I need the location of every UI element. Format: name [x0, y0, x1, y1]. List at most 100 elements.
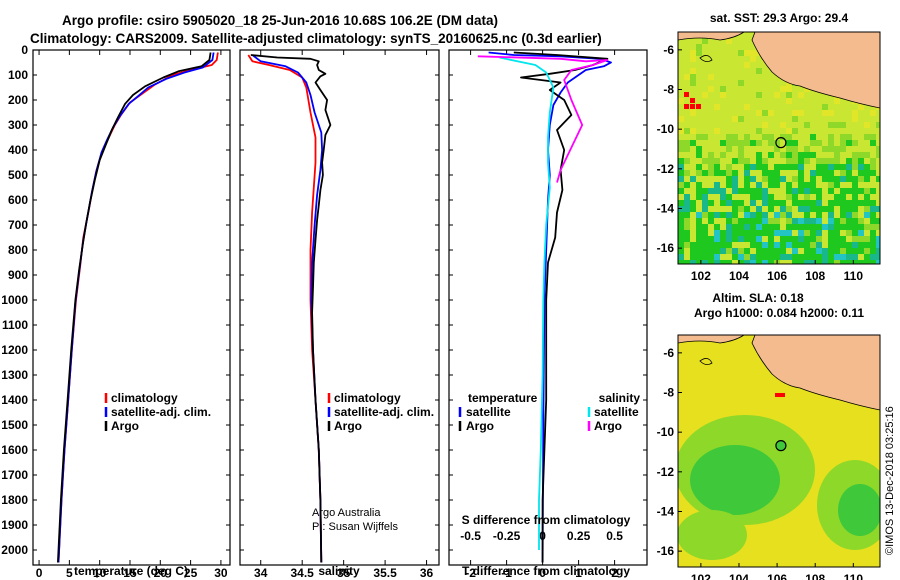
difference-legend-label: Argo: [466, 419, 494, 433]
sst-map-cell: [834, 224, 840, 230]
sst-map-cell: [750, 242, 756, 248]
sst-map-cell: [792, 146, 798, 152]
sst-map-cell: [696, 182, 702, 188]
sst-map-cell: [864, 260, 870, 264]
sst-map-cell: [750, 56, 756, 62]
sst-map-cell: [732, 218, 738, 224]
sst-map-cell: [858, 104, 864, 110]
sst-map-cell: [834, 254, 840, 260]
sst-map-cell: [690, 74, 696, 80]
sst-map-cell: [744, 230, 750, 236]
sst-map-cell: [684, 158, 690, 164]
sst-map-cell: [864, 242, 870, 248]
sst-map-cell: [756, 254, 762, 260]
depth-tick-label: 800: [8, 243, 28, 257]
sst-map-cell: [678, 182, 684, 188]
sst-map-cell: [684, 194, 690, 200]
sst-map-cell: [798, 206, 804, 212]
sst-map-cell: [696, 152, 702, 158]
sst-map-cell: [834, 230, 840, 236]
sst-map-cell: [876, 224, 880, 230]
sst-map-cell: [714, 224, 720, 230]
sst-map-cell: [756, 164, 762, 170]
sst-map-cell: [684, 206, 690, 212]
sst-map-cell: [786, 86, 792, 92]
sst-map-cell: [774, 200, 780, 206]
sst-map-cell: [870, 224, 876, 230]
difference-legend: temperature salinitysatelliteArgosatellit…: [458, 391, 641, 433]
sst-map-cell: [732, 158, 738, 164]
salinity-xtick-label: 36: [420, 566, 434, 580]
sst-map-cell: [678, 98, 684, 104]
sst-map-red-cell: [684, 92, 689, 97]
temperature-xtick-label: 10: [93, 566, 107, 580]
sst-map-cell: [714, 254, 720, 260]
sst-map-cell: [738, 200, 744, 206]
sst-map-cell: [786, 194, 792, 200]
sst-map-cell: [690, 110, 696, 116]
sst-map-frame: [677, 31, 881, 265]
difference-legend-title-right: salinity: [599, 391, 641, 405]
sst-map-cell: [714, 170, 720, 176]
sst-map-cell: [840, 170, 846, 176]
sst-map-cell: [678, 260, 684, 264]
sst-map-cell: [696, 146, 702, 152]
sst-map-cell: [774, 92, 780, 98]
sst-map-cell: [726, 218, 732, 224]
depth-tick-label: 1800: [1, 493, 28, 507]
sst-map-cell: [870, 110, 876, 116]
sst-map-cell: [696, 134, 702, 140]
sst-map-cell: [810, 176, 816, 182]
sst-map-cell: [714, 182, 720, 188]
sst-map-cell: [870, 188, 876, 194]
sla-map-xtick-label: 110: [844, 572, 864, 580]
sst-map-cell: [714, 242, 720, 248]
sst-map-cell: [702, 212, 708, 218]
salinity-series-line: [250, 54, 332, 563]
sst-map-cell: [786, 182, 792, 188]
sst-map-cell: [822, 248, 828, 254]
sst-map-cell: [852, 158, 858, 164]
sst-map-cell: [732, 212, 738, 218]
sst-map-cell: [798, 230, 804, 236]
sst-map-cell: [744, 248, 750, 254]
header-line2: Climatology: CARS2009. Satellite-adjuste…: [30, 31, 602, 46]
temperature-xtick-label: 5: [66, 566, 73, 580]
sst-map-cell: [708, 86, 714, 92]
sst-map-cell: [714, 248, 720, 254]
temperature-legend-label: satellite-adj. clim.: [111, 405, 211, 419]
sst-map-cell: [786, 224, 792, 230]
sst-map-cell: [750, 200, 756, 206]
sst-map-cell: [756, 194, 762, 200]
sst-map-cell: [762, 110, 768, 116]
sst-map-cell: [720, 230, 726, 236]
sst-map-cell: [690, 260, 696, 264]
sst-map-cell: [852, 206, 858, 212]
sst-map-cell: [738, 248, 744, 254]
sst-map-cell: [822, 110, 828, 116]
sst-map-cell: [738, 254, 744, 260]
temperature-legend-label: climatology: [111, 391, 178, 405]
sst-map-cell: [816, 206, 822, 212]
sla-map-ytick-label: -14: [657, 504, 675, 518]
sst-map-cell: [876, 242, 880, 248]
sst-map-cell: [750, 260, 756, 264]
sst-map-cell: [804, 254, 810, 260]
sst-map-cell: [732, 206, 738, 212]
sst-map-cell: [690, 56, 696, 62]
sst-map-cell: [720, 212, 726, 218]
sst-map-cell: [696, 194, 702, 200]
sst-map-ytick-label: -12: [657, 162, 675, 176]
sst-map-cell: [828, 134, 834, 140]
sst-map-cell: [720, 170, 726, 176]
sst-map-cell: [738, 236, 744, 242]
sst-map-land-java: [751, 32, 880, 109]
sst-map-cell: [870, 170, 876, 176]
sst-map-cell: [738, 152, 744, 158]
sst-map-cell: [678, 140, 684, 146]
sst-map-cell: [876, 176, 880, 182]
sst-map-cell: [726, 200, 732, 206]
sst-map-cell: [678, 164, 684, 170]
sst-map-ytick-label: -16: [657, 241, 675, 255]
sst-map-cell: [684, 140, 690, 146]
